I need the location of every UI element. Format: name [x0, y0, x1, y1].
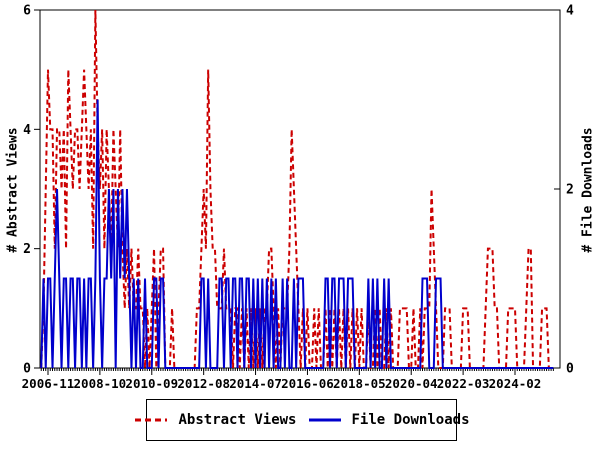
- legend-line-solid-icon: [308, 418, 341, 422]
- x-tick-label: 2016-06: [281, 376, 334, 391]
- abstract-views-line: [40, 9, 554, 369]
- y-left-tick-label: 0: [23, 362, 31, 377]
- legend-box: Abstract Views File Downloads: [135, 399, 470, 441]
- x-tick-label: 2010-09: [125, 376, 178, 391]
- y-right-tick-label: 2: [566, 183, 574, 198]
- y-left-tick-label: 4: [23, 123, 31, 138]
- legend-item-file-downloads: File Downloads: [307, 412, 470, 428]
- x-tick-label: 2020-04: [385, 376, 438, 391]
- y-right-tick-label: 4: [566, 4, 574, 19]
- file-downloads-line: [40, 99, 554, 369]
- x-tick-label: 2012-08: [177, 376, 230, 391]
- x-tick-label: 2018-05: [333, 376, 386, 391]
- legend-line-dashed-icon: [135, 418, 168, 422]
- y-left-tick-label: 2: [23, 242, 31, 257]
- legend-label-file-downloads: File Downloads: [351, 412, 470, 428]
- x-tick-label: 2006-11: [22, 376, 75, 391]
- x-tick-label: 2008-10: [74, 376, 127, 391]
- x-tick-label: 2024-02: [489, 376, 542, 391]
- x-tick-label: 2014-07: [229, 376, 282, 391]
- y-right-tick-label: 0: [566, 362, 574, 377]
- right-axis-title: # File Downloads: [580, 127, 596, 253]
- y-left-tick-label: 6: [23, 4, 31, 19]
- legend-item-abstract-views: Abstract Views: [133, 412, 297, 428]
- left-axis-title: # Abstract Views: [5, 127, 21, 253]
- x-tick-label: 2022-03: [437, 376, 490, 391]
- legend-label-abstract-views: Abstract Views: [178, 412, 297, 428]
